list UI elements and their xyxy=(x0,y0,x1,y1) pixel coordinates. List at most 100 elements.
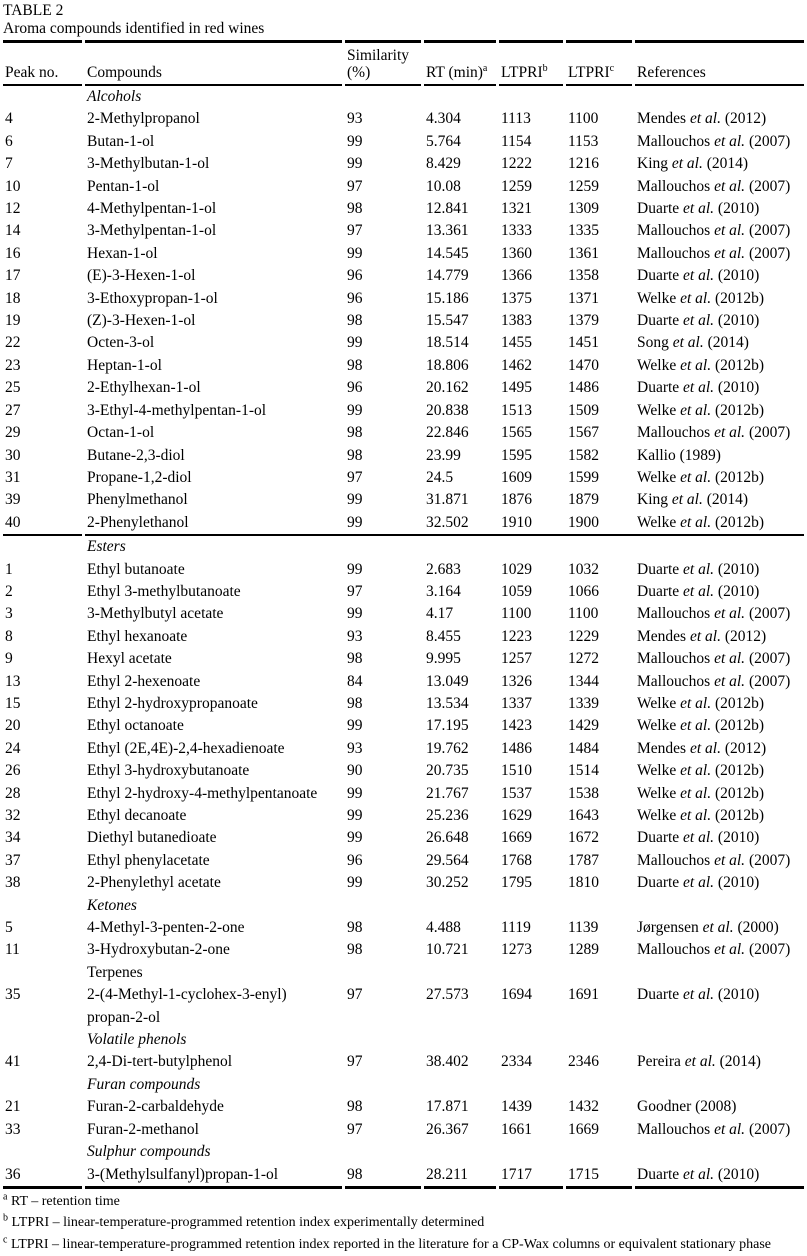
reference-cell: Welke et al. (2012b) xyxy=(637,289,765,307)
et-al-text: et al. xyxy=(689,739,721,757)
et-al-text: et al. xyxy=(680,784,712,802)
similarity-cell: 99 xyxy=(347,401,363,419)
similarity-cell: 99 xyxy=(347,560,363,578)
compound-cell: Ethyl decanoate xyxy=(87,807,187,824)
rt-cell: 15.547 xyxy=(426,312,469,330)
ltpri-exp-cell: 1375 xyxy=(501,289,532,307)
compound-cell: 3-Methylbutyl acetate xyxy=(87,605,224,623)
table-row: 23 Heptan-1-ol 98 18.806 1462 1470 Welke et al… xyxy=(3,355,804,377)
compound-cell: Ethyl 2-hydroxy-4-methylpentanoate xyxy=(87,784,318,802)
reference-cell: Welke et al. (2012b) xyxy=(637,717,765,735)
reference-cell: Mallouchos et al. (2007) xyxy=(637,605,791,623)
peak-cell: 27 xyxy=(5,401,21,419)
section-row-peak-spacer xyxy=(3,86,82,108)
compound-cell: 4-Methylpentan-1-ol xyxy=(87,200,217,218)
compound-cell: Propane-1,2-diol xyxy=(87,468,192,486)
et-al-text: et al. xyxy=(714,222,746,240)
rt-cell: 12.841 xyxy=(426,200,469,218)
table-row: 29 Octan-1-ol 98 22.846 1565 1567 Mallouchos e… xyxy=(3,422,804,444)
section-label: Terpenes xyxy=(87,963,143,981)
similarity-cell: 98 xyxy=(347,1098,363,1116)
similarity-cell: 96 xyxy=(347,851,363,869)
et-al-text: et al. xyxy=(714,244,746,262)
reference-cell: Mendes et al. (2012) xyxy=(637,110,767,128)
reference-cell: Duarte et al. (2010) xyxy=(637,582,760,600)
ltpri-lit-cell: 1486 xyxy=(568,379,599,397)
table-row: 11 3-Hydroxybutan-2-one 98 10.721 1273 1289 Ma… xyxy=(3,939,804,961)
table-row: 20 Ethyl octanoate 99 17.195 1423 1429 Welke e… xyxy=(3,715,804,737)
table-row: 17 (E)-3-Hexen-1-ol 96 14.779 1366 1358 Duarte… xyxy=(3,265,804,287)
table-row: 25 2-Ethylhexan-1-ol 96 20.162 1495 1486 Duart… xyxy=(3,377,804,399)
similarity-cell: 98 xyxy=(347,650,363,668)
et-al-text: et al. xyxy=(680,468,712,486)
ltpri-lit-cell: 1810 xyxy=(568,874,599,892)
reference-cell: Mallouchos et al. (2007) xyxy=(637,941,791,959)
table-row: 9 Hexyl acetate 98 9.995 1257 1272 Mallouchos … xyxy=(3,648,804,670)
et-al-text: et al. xyxy=(714,424,746,442)
ltpri-exp-cell: 1029 xyxy=(501,560,532,578)
table-row: 30 Butane-2,3-diol 98 23.99 1595 1582 Kallio (… xyxy=(3,445,804,467)
peak-cell: 23 xyxy=(5,356,21,374)
table-row: 27 3-Ethyl-4-methylpentan-1-ol 99 20.838 151… xyxy=(3,400,804,422)
ltpri-lit-cell: 1289 xyxy=(568,941,599,959)
section-row-peak-spacer xyxy=(3,1029,82,1051)
peak-cell: 10 xyxy=(5,177,21,195)
similarity-cell: 98 xyxy=(347,446,363,464)
reference-cell: Mallouchos et al. (2007) xyxy=(637,650,791,668)
section-label: Furan compounds xyxy=(87,1075,201,1093)
peak-cell: 37 xyxy=(5,851,21,869)
et-al-text: et al. xyxy=(672,334,704,352)
rt-cell: 13.534 xyxy=(426,694,469,712)
ltpri-lit-cell: 1379 xyxy=(568,312,599,330)
compound-cell: 3-Methylpentan-1-ol xyxy=(87,222,217,240)
reference-cell: Duarte et al. (2010) xyxy=(637,874,760,892)
peak-cell: 4 xyxy=(5,110,13,128)
ltpri-exp-cell: 1223 xyxy=(501,627,532,645)
peak-cell: 35 xyxy=(5,986,21,1004)
et-al-text: et al. xyxy=(702,919,734,937)
compound-cell: Hexyl acetate xyxy=(87,650,172,668)
ltpri-exp-cell: 2334 xyxy=(501,1053,532,1071)
table-row: 35 2-(4-Methyl-1-cyclohex-3-enyl) propan-… xyxy=(3,984,804,1029)
table-row: 21 Furan-2-carbaldehyde 98 17.871 1439 1432 Go… xyxy=(3,1096,804,1118)
ltpri-lit-cell: 1538 xyxy=(568,784,599,802)
peak-cell: 12 xyxy=(5,200,21,218)
ltpri-exp-cell: 1510 xyxy=(501,762,532,780)
similarity-cell: 96 xyxy=(347,379,363,397)
similarity-cell: 99 xyxy=(347,132,363,150)
rt-cell: 14.545 xyxy=(426,244,469,262)
similarity-cell: 98 xyxy=(347,694,363,712)
similarity-cell: 99 xyxy=(347,784,363,802)
ltpri-exp-cell: 1455 xyxy=(501,334,532,352)
ltpri-exp-cell: 1113 xyxy=(501,110,531,128)
et-al-text: et al. xyxy=(683,986,715,1004)
peak-cell: 34 xyxy=(5,829,21,847)
rt-cell: 28.211 xyxy=(424,1164,496,1189)
table-row: 40 2-Phenylethanol 99 32.502 1910 1900 Welke e… xyxy=(3,512,804,534)
peak-cell: 9 xyxy=(5,650,13,668)
section-label: Volatile phenols xyxy=(87,1031,187,1049)
reference-cell: Welke et al. (2012b) xyxy=(637,784,765,802)
rt-cell: 4.488 xyxy=(426,919,461,937)
ltpri-lit-cell: 1229 xyxy=(568,627,599,645)
peak-cell: 18 xyxy=(5,289,21,307)
ltpri-lit-cell: 1509 xyxy=(568,401,599,419)
table-footnotes: a RT – retention time b LTPRI – linear-te… xyxy=(0,1191,807,1256)
section-label-cell: Ketones xyxy=(85,895,804,917)
similarity-cell: 98 xyxy=(347,356,363,374)
compound-cell: Octen-3-ol xyxy=(87,334,155,352)
table-row: 15 Ethyl 2-hydroxypropanoate 98 13.534 1337 1… xyxy=(3,693,804,715)
peak-cell: 26 xyxy=(5,762,21,780)
ltpri-lit-cell: 1139 xyxy=(568,919,599,937)
et-al-text: et al. xyxy=(683,200,715,218)
peak-cell: 29 xyxy=(5,424,21,442)
compound-cell: Ethyl (2E,4E)-2,4-hexadienoate xyxy=(87,739,285,757)
section-row: Terpenes xyxy=(3,962,804,984)
rt-cell: 2.683 xyxy=(426,560,461,578)
ltpri-lit-cell: 1100 xyxy=(568,110,599,128)
ltpri-exp-cell: 1119 xyxy=(501,919,531,937)
similarity-cell: 99 xyxy=(347,605,363,623)
table-row: 18 3-Ethoxypropan-1-ol 96 15.186 1375 1371 Wel… xyxy=(3,288,804,310)
table-label: TABLE 2 xyxy=(3,2,64,19)
ltpri-exp-cell: 1360 xyxy=(501,244,532,262)
